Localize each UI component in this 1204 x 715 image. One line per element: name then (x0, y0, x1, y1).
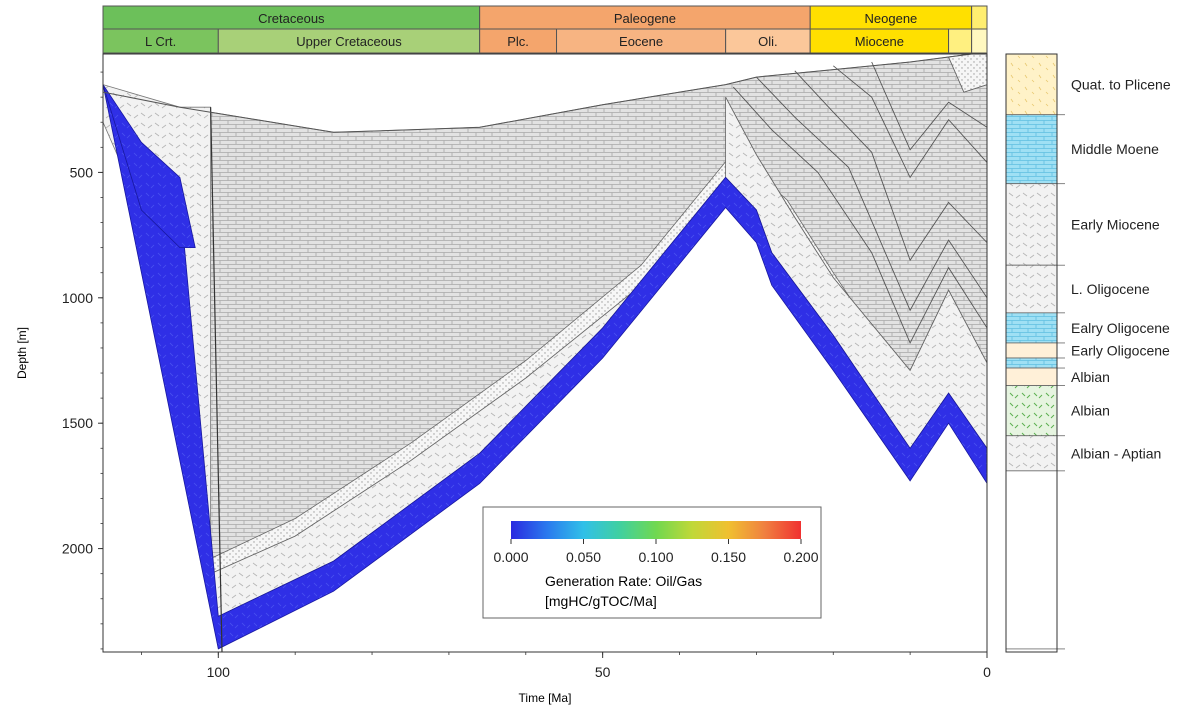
lithology-label: Albian (1071, 369, 1110, 385)
lithology-unit (1005, 367, 1058, 386)
lithology-unit (1005, 342, 1058, 359)
period-label: Paleogene (614, 11, 676, 26)
burial-section (103, 54, 987, 652)
epoch-label: Upper Cretaceous (296, 34, 402, 49)
color-bar-tick-label: 0.200 (783, 549, 818, 565)
x-axis-label: Time [Ma] (519, 691, 572, 705)
y-tick-label: 2000 (62, 541, 93, 557)
source-rock-flank (103, 84, 196, 249)
lithology-unit (1005, 53, 1058, 116)
x-tick-label: 0 (983, 664, 991, 680)
epoch-label: L Crt. (145, 34, 176, 49)
horizon-line (756, 76, 987, 312)
lithology-label: Early Oligocene (1071, 342, 1170, 358)
lithology-label: Albian (1071, 403, 1110, 419)
epoch-cell (809, 28, 950, 54)
horizon-line (871, 61, 987, 151)
color-bar-tick-label: 0.150 (711, 549, 746, 565)
lithology-label: Ealry Oligocene (1071, 320, 1170, 336)
y-tick-label: 500 (70, 164, 94, 180)
pliocene-cap (948, 54, 987, 93)
lithology-column: Quat. to Plicene Middle Moene Early Miocen… (1005, 53, 1171, 653)
epoch-label: Eocene (619, 34, 663, 49)
epoch-cell (217, 28, 481, 54)
color-bar (511, 521, 801, 539)
epoch-cell (948, 28, 973, 54)
lithology-label: Early Miocene (1071, 216, 1160, 232)
lithology-unit (1005, 183, 1058, 266)
color-bar-ticks: 0.000 0.050 0.100 0.150 0.200 (493, 539, 819, 565)
x-tick-label: 50 (595, 664, 611, 680)
lithology-unit (1005, 114, 1058, 185)
epoch-label: Oli. (758, 34, 778, 49)
legend-title: Generation Rate: Oil/Gas (545, 573, 702, 589)
horizon-line (794, 70, 987, 262)
source-rock-layer (103, 84, 987, 650)
period-label: Neogene (865, 11, 918, 26)
horizon-line (732, 86, 987, 344)
lithology-unit (1005, 435, 1058, 472)
y-axis-label: Depth [m] (15, 327, 29, 379)
legend-unit: [mgHC/gTOC/Ma] (545, 593, 657, 609)
y-tick-label: 1500 (62, 415, 93, 431)
epoch-cell (971, 28, 988, 54)
epoch-label: Miocene (855, 34, 904, 49)
lithology-unit (1005, 312, 1058, 344)
color-bar-tick-label: 0.100 (638, 549, 673, 565)
period-cell (971, 5, 988, 30)
lithology-unit (1005, 470, 1058, 650)
epoch-label: Plc. (507, 34, 529, 49)
lithology-label: Albian - Aptian (1071, 445, 1161, 461)
epoch-cell (725, 28, 811, 54)
color-bar-tick-label: 0.000 (493, 549, 528, 565)
y-tick-label: 1000 (62, 290, 93, 306)
lithology-unit (1005, 385, 1058, 437)
x-tick-label: 100 (207, 664, 231, 680)
period-label: Cretaceous (258, 11, 325, 26)
epoch-cell (556, 28, 727, 54)
lithology-label: L. Oligocene (1071, 281, 1150, 297)
lithology-label: Middle Moene (1071, 141, 1159, 157)
lithology-label: Quat. to Plicene (1071, 76, 1171, 92)
surface-line (103, 54, 976, 133)
lithology-frame (1005, 53, 1058, 653)
fault-line (210, 107, 223, 652)
horizon-line (833, 65, 987, 179)
color-bar-tick-label: 0.050 (566, 549, 601, 565)
lithology-unit (1005, 264, 1058, 314)
lithology-unit (1005, 357, 1058, 369)
color-scale-legend: 0.000 0.050 0.100 0.150 0.200 Generation Rat… (482, 506, 822, 619)
geologic-time-scale: Cretaceous Paleogene Neogene L Crt. Upper Cr… (102, 5, 988, 54)
epoch-cell (479, 28, 558, 54)
plot-frame (102, 53, 988, 653)
